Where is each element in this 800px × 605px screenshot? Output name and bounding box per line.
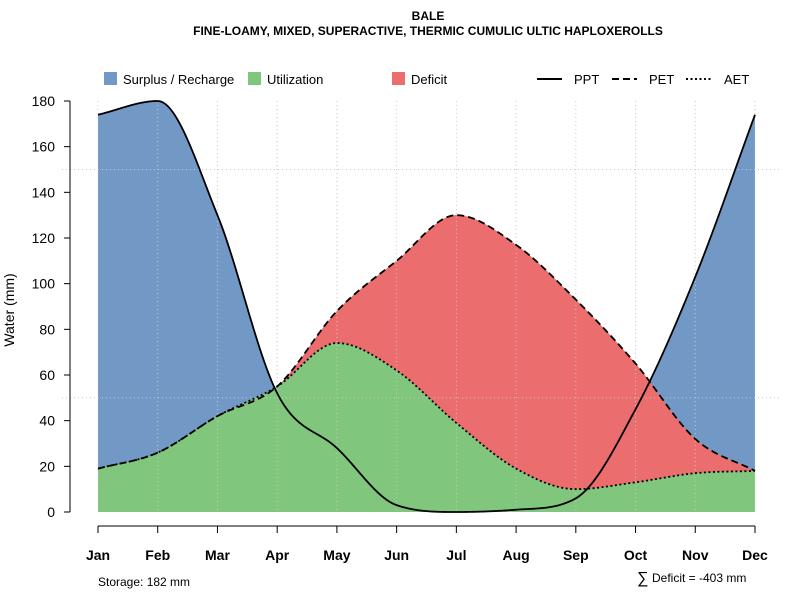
legend-swatch-surplus bbox=[104, 72, 117, 85]
deficit-sum-symbol: ∑ bbox=[637, 570, 648, 587]
y-tick-label: 60 bbox=[39, 367, 55, 383]
legend-swatch-deficit bbox=[392, 72, 405, 85]
grid bbox=[62, 101, 782, 512]
chart-title: BALE bbox=[412, 9, 445, 23]
y-tick-label: 40 bbox=[39, 413, 55, 429]
series-line-ppt bbox=[97, 100, 756, 513]
x-tick-label: Jun bbox=[384, 547, 409, 563]
y-tick-label: 140 bbox=[32, 184, 56, 200]
area-utilization bbox=[98, 343, 755, 512]
y-tick-label: 0 bbox=[47, 504, 55, 520]
x-tick-label: Jul bbox=[446, 547, 466, 563]
area-deficit bbox=[98, 215, 755, 490]
legend: Surplus / Recharge Utilization Deficit P… bbox=[104, 72, 749, 87]
series-lines bbox=[97, 100, 756, 513]
legend-label-aet: AET bbox=[724, 72, 749, 87]
legend-label-deficit: Deficit bbox=[411, 72, 448, 87]
x-tick-label: Nov bbox=[682, 547, 709, 563]
legend-label-utilization: Utilization bbox=[267, 72, 323, 87]
y-axis-label: Water (mm) bbox=[1, 273, 17, 346]
x-tick-label: Sep bbox=[563, 547, 589, 563]
x-tick-label: Feb bbox=[145, 547, 170, 563]
y-tick-label: 100 bbox=[32, 276, 56, 292]
deficit-annotation: Deficit = -403 mm bbox=[652, 571, 746, 585]
axes: 0 20 40 60 80 100 120 140 160 180 Jan Feb Mar Apr May J… bbox=[32, 93, 768, 563]
x-tick-label: Oct bbox=[624, 547, 648, 563]
y-tick-label: 20 bbox=[39, 458, 55, 474]
x-tick-label: Aug bbox=[502, 547, 529, 563]
legend-swatch-utilization bbox=[248, 72, 261, 85]
series-line-aet bbox=[97, 342, 756, 491]
x-tick-label: Apr bbox=[265, 547, 290, 563]
x-tick-label: Mar bbox=[205, 547, 230, 563]
x-tick-label: May bbox=[323, 547, 350, 563]
legend-label-surplus: Surplus / Recharge bbox=[123, 72, 234, 87]
x-tick-label: Jan bbox=[86, 547, 110, 563]
y-tick-label: 160 bbox=[32, 139, 56, 155]
y-tick-label: 180 bbox=[32, 93, 56, 109]
legend-label-pet: PET bbox=[649, 72, 674, 87]
chart-subtitle: FINE-LOAMY, MIXED, SUPERACTIVE, THERMIC … bbox=[193, 24, 663, 38]
area-fills bbox=[98, 101, 755, 512]
storage-annotation: Storage: 182 mm bbox=[98, 575, 190, 589]
y-tick-label: 80 bbox=[39, 321, 55, 337]
legend-label-ppt: PPT bbox=[574, 72, 599, 87]
x-tick-label: Dec bbox=[742, 547, 768, 563]
y-tick-label: 120 bbox=[32, 230, 56, 246]
